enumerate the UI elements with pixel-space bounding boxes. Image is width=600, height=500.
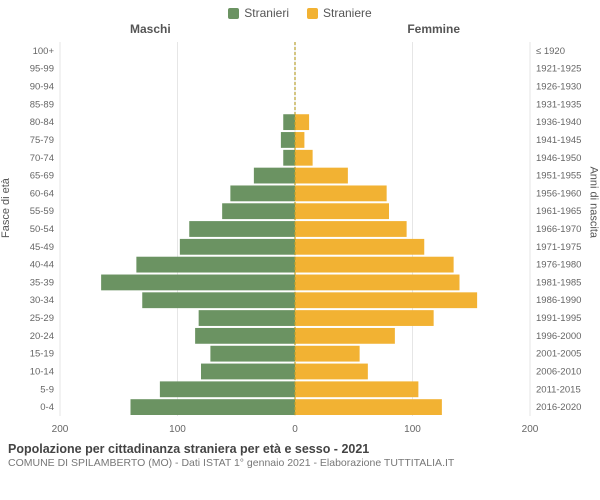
birth-label: 1981-1985 <box>536 277 581 288</box>
column-headers: Maschi Femmine <box>0 22 600 38</box>
age-label: 80-84 <box>30 117 54 128</box>
age-label: 95-99 <box>30 64 54 75</box>
birth-label: 1951-1955 <box>536 171 581 182</box>
bar-female <box>295 132 304 148</box>
bar-female <box>295 185 387 201</box>
age-label: 75-79 <box>30 135 54 146</box>
age-label: 0-4 <box>40 402 54 413</box>
birth-label: 1996-2000 <box>536 331 581 342</box>
age-label: 50-54 <box>30 224 54 235</box>
y-axis-label-right: Anni di nascita <box>588 166 600 238</box>
birth-label: 1931-1935 <box>536 99 581 110</box>
age-label: 60-64 <box>30 188 54 199</box>
bar-male <box>136 257 295 273</box>
bar-male <box>160 381 295 397</box>
bar-female <box>295 399 442 415</box>
bar-female <box>295 239 424 255</box>
svg-text:100: 100 <box>169 424 186 435</box>
bar-female <box>295 381 418 397</box>
age-label: 65-69 <box>30 171 54 182</box>
bar-male <box>189 221 295 237</box>
bar-female <box>295 203 389 219</box>
bar-female <box>295 292 477 308</box>
birth-label: 1936-1940 <box>536 117 581 128</box>
age-label: 85-89 <box>30 99 54 110</box>
bar-female <box>295 221 407 237</box>
birth-label: 1956-1960 <box>536 188 581 199</box>
bar-male <box>101 275 295 291</box>
bar-male <box>180 239 295 255</box>
age-label: 15-19 <box>30 349 54 360</box>
birth-label: 1921-1925 <box>536 64 581 75</box>
age-label: 40-44 <box>30 260 54 271</box>
birth-label: 1946-1950 <box>536 153 581 164</box>
legend-female: Straniere <box>307 6 372 20</box>
column-header-female: Femmine <box>407 22 460 36</box>
pyramid-svg: 200 100 0 100 200 100+ ≤ 1920 95-99 1921-1925 90-… <box>0 38 600 438</box>
bar-female <box>295 257 454 273</box>
bar-male <box>222 203 295 219</box>
bar-female <box>295 364 368 380</box>
bar-male <box>195 328 295 344</box>
age-label: 45-49 <box>30 242 54 253</box>
birth-label: 1961-1965 <box>536 206 581 217</box>
age-label: 20-24 <box>30 331 54 342</box>
birth-label: 1986-1990 <box>536 295 581 306</box>
svg-text:100: 100 <box>404 424 421 435</box>
legend-male-label: Stranieri <box>244 6 289 20</box>
age-label: 35-39 <box>30 277 54 288</box>
birth-label: 2006-2010 <box>536 366 581 377</box>
age-label: 5-9 <box>40 384 54 395</box>
birth-label: 1991-1995 <box>536 313 581 324</box>
birth-label: 1971-1975 <box>536 242 581 253</box>
column-header-male: Maschi <box>130 22 171 36</box>
birth-label: 2011-2015 <box>536 384 581 395</box>
bar-female <box>295 310 434 326</box>
bar-male <box>131 399 296 415</box>
svg-text:0: 0 <box>292 424 298 435</box>
birth-label: 1941-1945 <box>536 135 581 146</box>
age-label: 10-14 <box>30 366 54 377</box>
birth-label: 1926-1930 <box>536 82 581 93</box>
birth-label: 2001-2005 <box>536 349 581 360</box>
legend-male: Stranieri <box>228 6 289 20</box>
bar-female <box>295 114 309 130</box>
bar-male <box>199 310 295 326</box>
bar-male <box>281 132 295 148</box>
age-label: 100+ <box>33 46 55 57</box>
age-label: 90-94 <box>30 82 54 93</box>
birth-label: 2016-2020 <box>536 402 581 413</box>
age-label: 70-74 <box>30 153 54 164</box>
age-label: 55-59 <box>30 206 54 217</box>
age-label: 25-29 <box>30 313 54 324</box>
bar-female <box>295 150 313 166</box>
bar-female <box>295 346 360 362</box>
birth-label: 1976-1980 <box>536 260 581 271</box>
pyramid-chart: Fasce di età Anni di nascita 20010001002… <box>0 38 600 438</box>
chart-subtitle: COMUNE DI SPILAMBERTO (MO) - Dati ISTAT … <box>0 456 600 469</box>
legend-female-swatch <box>307 8 318 19</box>
legend-male-swatch <box>228 8 239 19</box>
bar-male <box>283 114 295 130</box>
bar-female <box>295 275 460 291</box>
svg-text:200: 200 <box>52 424 69 435</box>
age-label: 30-34 <box>30 295 54 306</box>
birth-label: 1966-1970 <box>536 224 581 235</box>
legend: Stranieri Straniere <box>0 0 600 22</box>
bar-male <box>283 150 295 166</box>
bar-male <box>201 364 295 380</box>
bar-female <box>295 328 395 344</box>
bar-female <box>295 168 348 184</box>
svg-text:200: 200 <box>522 424 539 435</box>
bar-male <box>230 185 295 201</box>
y-axis-label-left: Fasce di età <box>0 178 12 238</box>
bar-male <box>210 346 295 362</box>
birth-label: ≤ 1920 <box>536 46 565 57</box>
legend-female-label: Straniere <box>323 6 372 20</box>
chart-title: Popolazione per cittadinanza straniera p… <box>0 438 600 456</box>
bar-male <box>142 292 295 308</box>
bar-male <box>254 168 295 184</box>
